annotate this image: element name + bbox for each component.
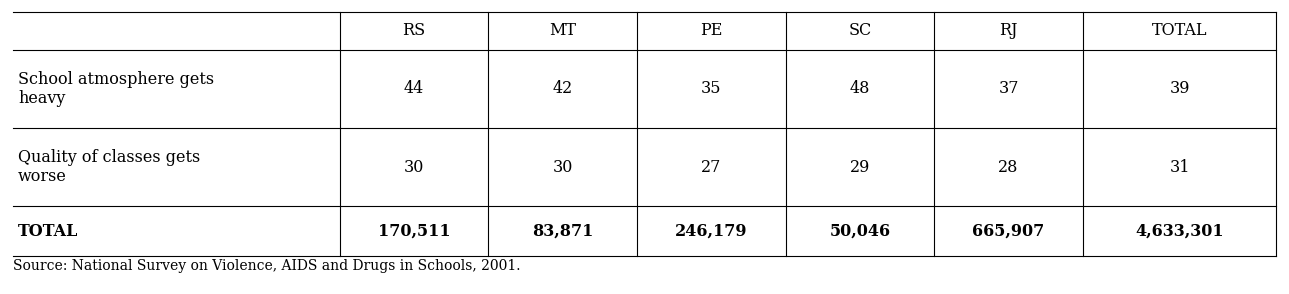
Text: RJ: RJ bbox=[999, 22, 1018, 39]
Text: TOTAL: TOTAL bbox=[1152, 22, 1208, 39]
Text: 83,871: 83,871 bbox=[532, 223, 593, 240]
Text: 48: 48 bbox=[849, 80, 870, 97]
Text: 42: 42 bbox=[553, 80, 572, 97]
Text: 50,046: 50,046 bbox=[829, 223, 891, 240]
Text: 30: 30 bbox=[553, 159, 572, 176]
Text: 28: 28 bbox=[999, 159, 1018, 176]
Text: 39: 39 bbox=[1169, 80, 1190, 97]
Text: SC: SC bbox=[848, 22, 871, 39]
Text: 35: 35 bbox=[701, 80, 722, 97]
Text: PE: PE bbox=[700, 22, 723, 39]
Text: School atmosphere gets
heavy: School atmosphere gets heavy bbox=[18, 71, 214, 107]
Text: 37: 37 bbox=[999, 80, 1018, 97]
Text: 29: 29 bbox=[849, 159, 870, 176]
Text: 665,907: 665,907 bbox=[972, 223, 1044, 240]
Text: RS: RS bbox=[402, 22, 425, 39]
Text: 44: 44 bbox=[403, 80, 424, 97]
Text: 31: 31 bbox=[1169, 159, 1190, 176]
Text: MT: MT bbox=[549, 22, 576, 39]
Text: 170,511: 170,511 bbox=[378, 223, 450, 240]
Text: 27: 27 bbox=[701, 159, 722, 176]
Text: Quality of classes gets
worse: Quality of classes gets worse bbox=[18, 149, 200, 186]
Text: 30: 30 bbox=[403, 159, 424, 176]
Text: 4,633,301: 4,633,301 bbox=[1136, 223, 1223, 240]
Text: Source: National Survey on Violence, AIDS and Drugs in Schools, 2001.: Source: National Survey on Violence, AID… bbox=[13, 259, 521, 273]
Text: TOTAL: TOTAL bbox=[18, 223, 79, 240]
Text: 246,179: 246,179 bbox=[675, 223, 748, 240]
